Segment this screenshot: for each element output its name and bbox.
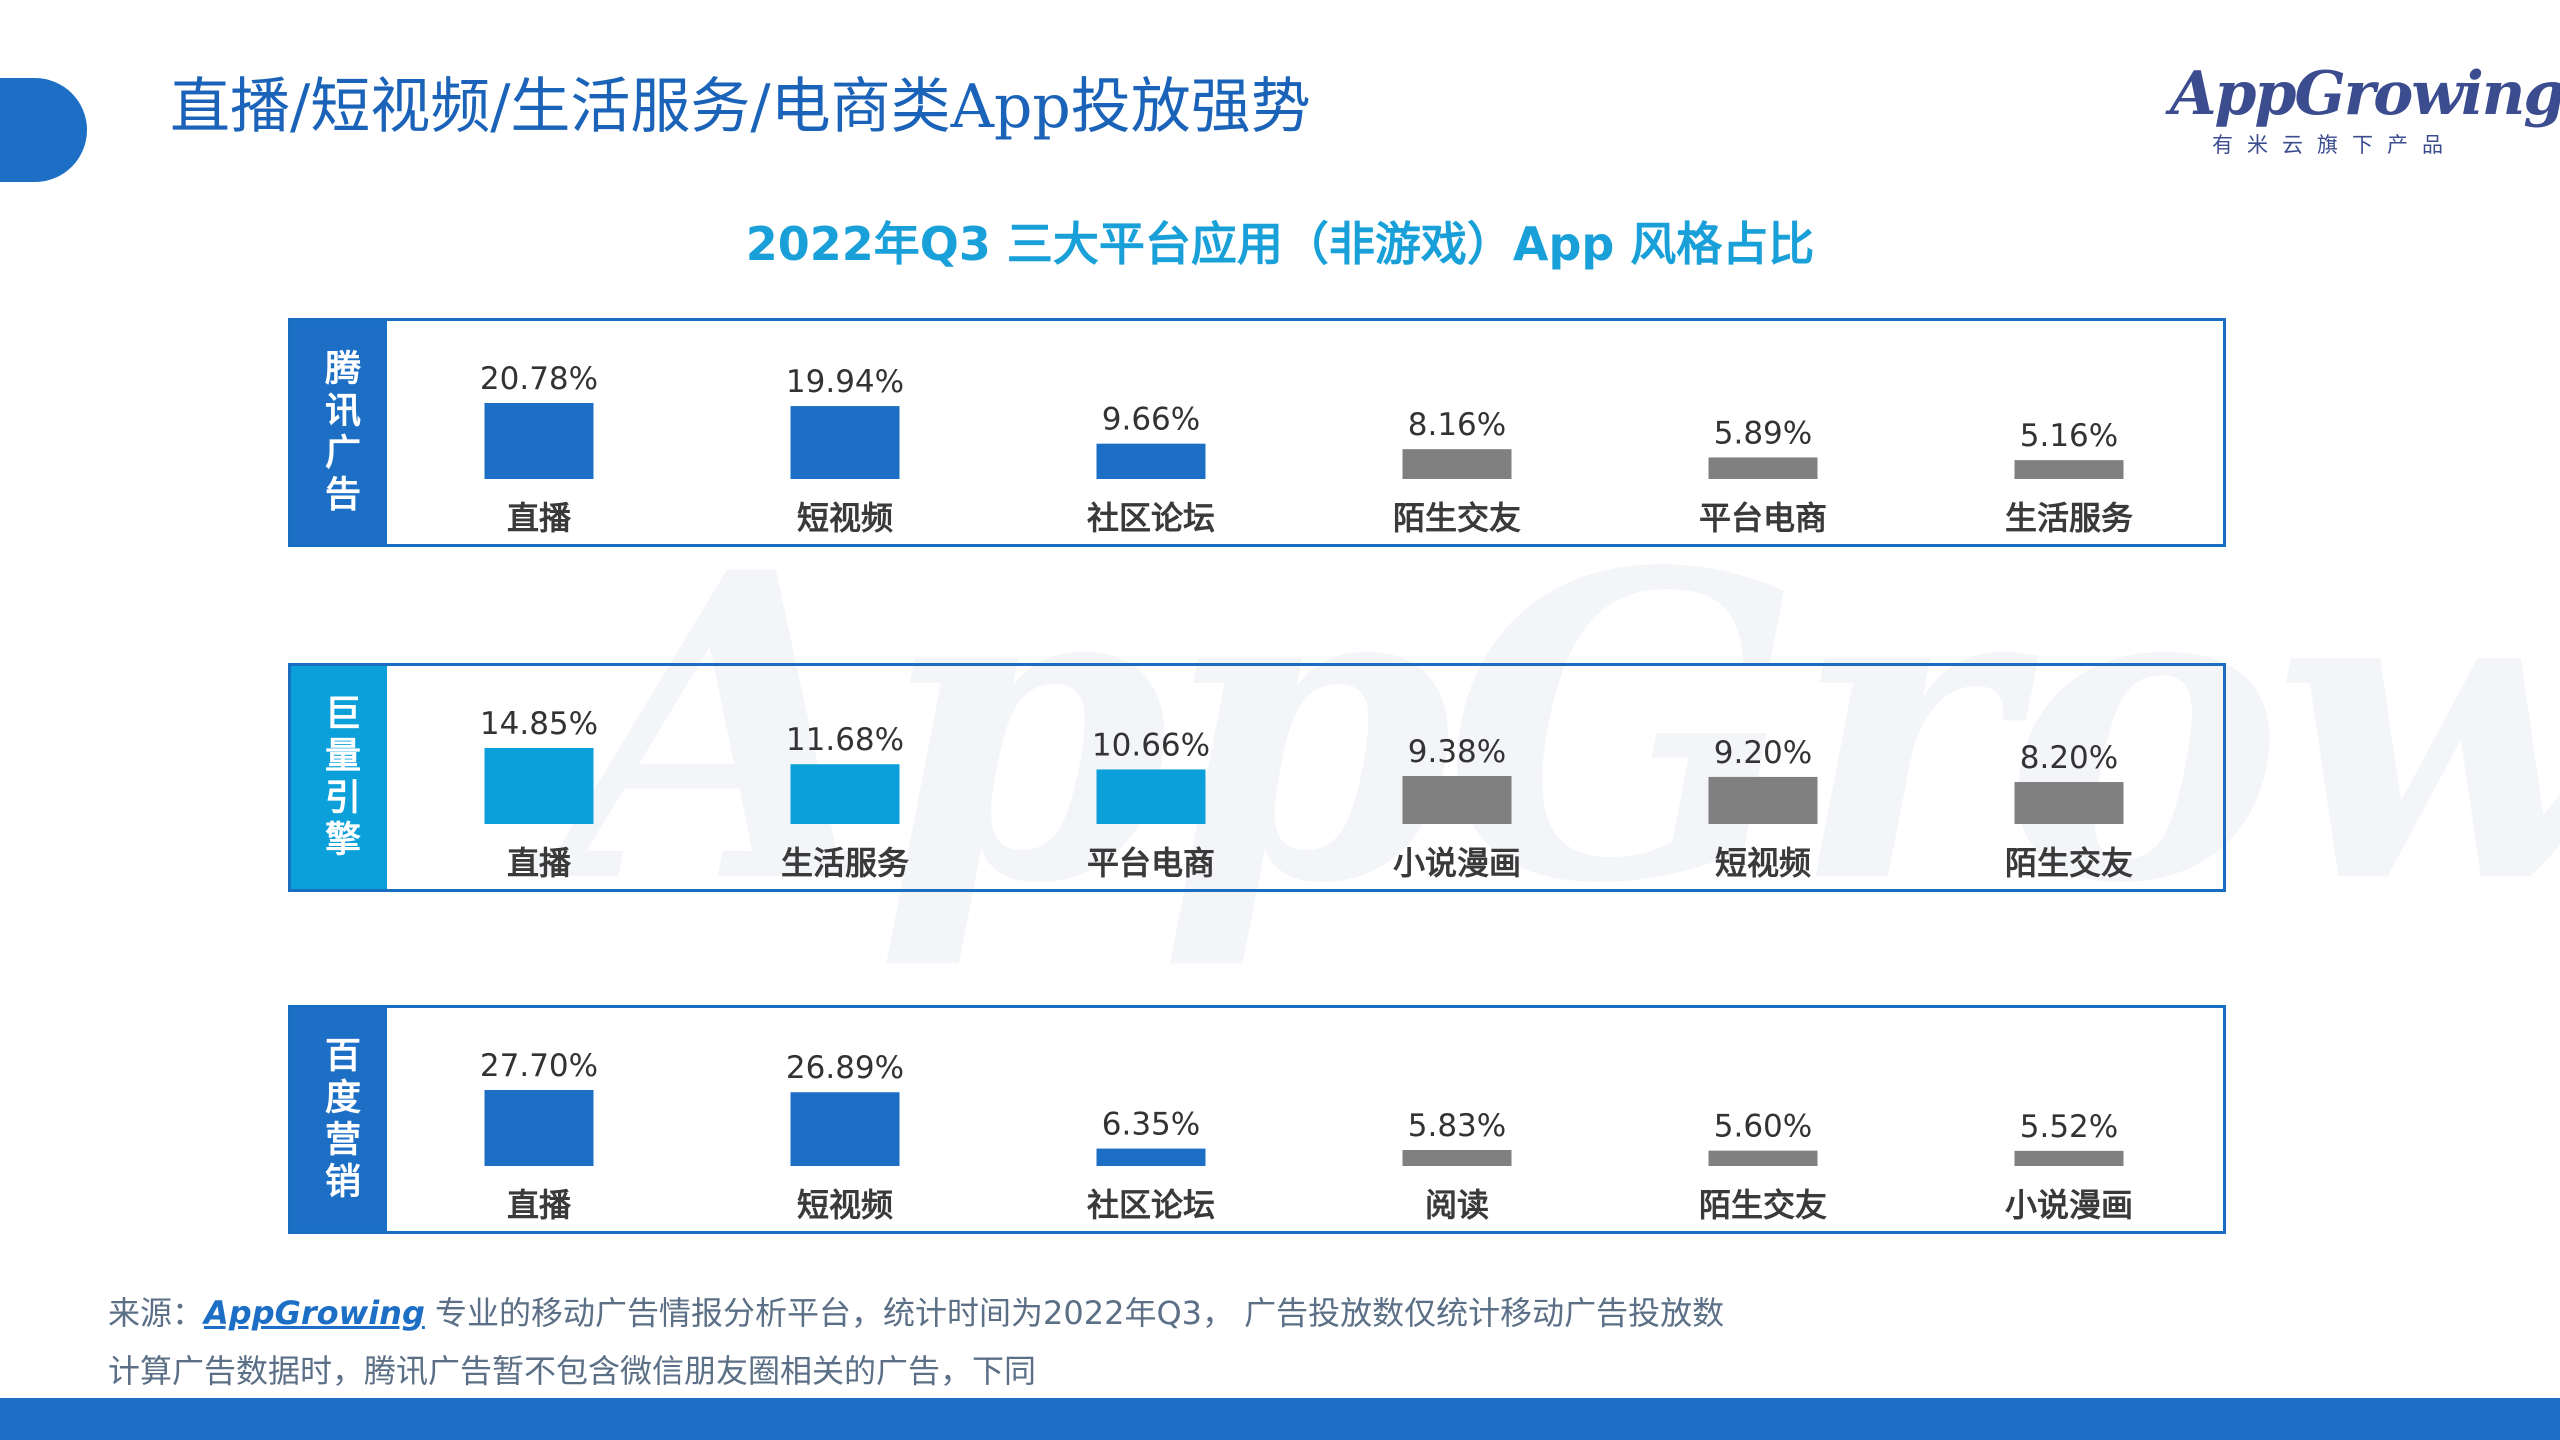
bar-value-label: 9.66%	[1102, 402, 1200, 438]
category-label: 生活服务	[2005, 499, 2133, 537]
bar-value-label: 6.35%	[1102, 1107, 1200, 1143]
source-prefix: 来源：	[108, 1294, 205, 1332]
platform-label-ocean-engine: 巨量引擎	[291, 666, 387, 889]
logo-subtitle: 有米云旗下产品	[2212, 133, 2457, 157]
category-label: 短视频	[797, 499, 893, 537]
platform-label-baidu: 百度营销	[291, 1008, 387, 1231]
bar	[1096, 443, 1206, 479]
source-brand-link[interactable]: AppGrowing	[204, 1294, 425, 1332]
bar	[484, 1090, 594, 1166]
bar-value-label: 9.20%	[1714, 735, 1812, 771]
chart-tencent: 20.78% 直播 19.94% 短视频 9.66% 社区论坛 8.16% 陌生交友 5.89%…	[480, 361, 2133, 537]
category-label: 平台电商	[1699, 499, 1827, 537]
bar	[1402, 775, 1512, 824]
logo-wordmark: AppGrowing	[2170, 59, 2560, 129]
panel-ocean-engine: 巨量引擎 14.85% 直播 11.68% 生活服务 10.66% 平台电商 9.38% 小说…	[288, 663, 2226, 892]
footnote: 计算广告数据时，腾讯广告暂不包含微信朋友圈相关的广告，下同	[108, 1352, 1037, 1390]
bar	[484, 748, 594, 824]
bar	[1708, 1150, 1818, 1166]
category-label: 小说漫画	[2005, 1186, 2133, 1224]
category-label: 短视频	[797, 1186, 893, 1224]
category-label: 社区论坛	[1087, 499, 1215, 537]
bar-value-label: 8.20%	[2020, 740, 2118, 776]
category-label: 社区论坛	[1087, 1186, 1215, 1224]
bar-value-label: 14.85%	[480, 706, 598, 742]
bottom-bar	[0, 1398, 2560, 1440]
corner-tab-decoration	[0, 78, 87, 182]
bar-value-label: 5.89%	[1714, 415, 1812, 451]
bar-value-label: 10.66%	[1092, 727, 1210, 763]
bar	[2014, 460, 2124, 479]
bar-value-label: 20.78%	[480, 361, 598, 397]
bar-value-label: 26.89%	[786, 1050, 904, 1086]
category-label: 陌生交友	[1699, 1186, 1827, 1224]
bar	[1096, 769, 1206, 824]
source-text: 专业的移动广告情报分析平台，统计时间为2022年Q3， 广告投放数仅统计移动广告…	[424, 1294, 1725, 1332]
bar-value-label: 8.16%	[1408, 407, 1506, 443]
category-label: 陌生交友	[2005, 844, 2133, 882]
bar-value-label: 5.52%	[2020, 1109, 2118, 1145]
bar-value-label: 11.68%	[786, 722, 904, 758]
appgrowing-logo: AppGrowing 有米云旗下产品	[2170, 58, 2560, 178]
bar-value-label: 19.94%	[786, 364, 904, 400]
bar	[2014, 782, 2124, 824]
source-note: 来源：AppGrowing 专业的移动广告情报分析平台，统计时间为2022年Q3…	[108, 1284, 1724, 1400]
bar-value-label: 5.16%	[2020, 418, 2118, 454]
category-label: 短视频	[1715, 844, 1811, 882]
page-title: 直播/短视频/生活服务/电商类App投放强势	[170, 72, 1311, 142]
bar	[1096, 1148, 1206, 1166]
bar-value-label: 5.60%	[1714, 1109, 1812, 1145]
bar	[1708, 776, 1818, 824]
category-label: 生活服务	[781, 844, 909, 882]
source-line: 来源：AppGrowing 专业的移动广告情报分析平台，统计时间为2022年Q3…	[108, 1284, 1724, 1342]
bar-value-label: 9.38%	[1408, 734, 1506, 770]
bar-value-label: 27.70%	[480, 1048, 598, 1084]
bar	[790, 764, 900, 824]
bar	[1708, 457, 1818, 479]
panel-tencent: 腾讯广告 20.78% 直播 19.94% 短视频 9.66% 社区论坛 8.16% 陌生交友…	[288, 318, 2226, 547]
category-label: 直播	[507, 499, 572, 537]
bar-value-label: 5.83%	[1408, 1108, 1506, 1144]
chart-title: 2022年Q3 三大平台应用（非游戏）App 风格占比	[745, 217, 1815, 271]
bar	[484, 403, 594, 479]
bar	[2014, 1150, 2124, 1166]
category-label: 阅读	[1425, 1186, 1489, 1224]
category-label: 陌生交友	[1393, 499, 1521, 537]
panel-baidu: 百度营销 27.70% 直播 26.89% 短视频 6.35% 社区论坛 5.83% 阅读 5.…	[288, 1005, 2226, 1234]
bar	[790, 1092, 900, 1166]
bar	[1402, 449, 1512, 479]
chart-ocean-engine: 14.85% 直播 11.68% 生活服务 10.66% 平台电商 9.38% 小说漫画 9.2…	[480, 706, 2133, 882]
bar	[1402, 1150, 1512, 1166]
category-label: 直播	[507, 1186, 572, 1224]
category-label: 小说漫画	[1393, 844, 1521, 882]
category-label: 平台电商	[1087, 844, 1215, 882]
platform-label-tencent: 腾讯广告	[291, 321, 387, 544]
category-label: 直播	[507, 844, 572, 882]
bar	[790, 406, 900, 479]
chart-baidu: 27.70% 直播 26.89% 短视频 6.35% 社区论坛 5.83% 阅读 5.60% 陌生…	[480, 1048, 2133, 1224]
